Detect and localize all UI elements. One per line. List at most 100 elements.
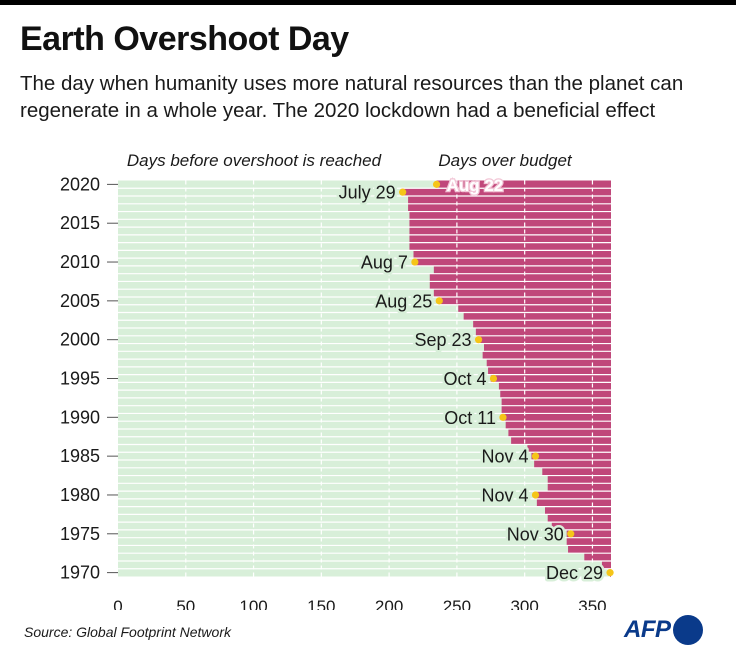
annotation-label-2000: Sep 23 [415,330,472,350]
annotation-label-2010: Aug 7 [361,253,408,273]
over-budget-bar-1993 [500,390,611,399]
y-tick-label-1970: 1970 [60,563,100,583]
legend-days-over: Days over budget [438,151,573,170]
over-budget-bar-1987 [511,436,611,445]
source-note: Source: Global Footprint Network [24,624,231,640]
annotation-label-1970: Dec 29 [546,563,603,583]
subtitle-line-2: regenerate in a whole year. The 2020 loc… [20,99,656,122]
over-budget-bar-2000 [478,335,611,344]
over-budget-bar-2001 [475,328,611,337]
afp-logo-text: AFP [624,616,671,643]
marker-dot-2005 [435,297,443,305]
subtitle-line-1: The day when humanity uses more natural … [20,72,684,95]
over-budget-bar-1998 [482,351,611,360]
over-budget-bar-1981 [547,483,611,492]
y-tick-label-2000: 2000 [60,330,100,350]
y-tick-label-1980: 1980 [60,485,100,505]
x-tick-label-50: 50 [176,597,195,610]
x-tick-label-0: 0 [113,597,122,610]
y-tick-label-1985: 1985 [60,446,100,466]
y-tick-label-2005: 2005 [60,291,100,311]
y-tick-label-1990: 1990 [60,407,100,427]
y-tick-label-2015: 2015 [60,213,100,233]
over-budget-bar-1975 [566,529,611,538]
overshoot-chart: 0 50 100 150 200 250 300 350 2020 2015 2010 2005 200… [60,151,614,610]
over-budget-bar-2005 [440,296,611,306]
over-budget-bar-1974 [566,537,611,546]
marker-dot-2010 [411,258,419,266]
over-budget-bar-1989 [505,421,611,430]
marker-dot-1995 [489,374,498,383]
over-budget-bar-2013 [409,234,611,243]
annotation-label-1980: Nov 4 [481,485,528,505]
over-budget-bar-2015 [409,219,611,228]
over-budget-bar-2002 [473,320,611,329]
over-budget-bar-1980 [534,491,611,500]
over-budget-bar-1991 [501,405,611,414]
chart-title: Earth Overshoot Day [20,20,349,58]
y-tick-label-2010: 2010 [60,252,100,272]
over-budget-bar-1973 [568,545,611,554]
over-budget-bar-1985 [531,452,611,461]
over-budget-bar-1999 [484,343,611,352]
over-budget-bar-1990 [502,413,611,422]
annotation-label-2005: Aug 25 [375,291,432,311]
over-budget-bar-1988 [508,428,611,438]
over-budget-bar-2019 [402,188,611,197]
x-tick-label-200: 200 [375,597,403,610]
over-budget-bar-1971 [601,560,611,570]
afp-logo-dot-icon [672,615,703,645]
marker-dot-2019 [399,188,407,196]
over-budget-bar-2010 [413,258,611,267]
over-budget-bar-1976 [551,522,611,531]
over-budget-bar-2012 [409,242,611,251]
over-budget-bar-1994 [498,382,611,391]
legend-days-before: Days before overshoot is reached [127,151,382,170]
x-tick-label-150: 150 [307,597,335,610]
over-budget-bar-2007 [429,281,611,290]
over-budget-bar-2003 [463,312,611,321]
annotation-label-1995: Oct 4 [443,369,486,389]
y-tick-label-2020: 2020 [60,174,100,194]
over-budget-bar-1997 [486,359,611,368]
x-tick-label-300: 300 [510,597,538,610]
top-rule [0,0,736,5]
over-budget-bar-1977 [547,514,611,523]
over-budget-bar-1992 [501,397,611,406]
annotation-label-1985: Nov 4 [481,447,528,467]
over-budget-bar-1982 [547,475,611,484]
annotation-label-2020: Aug 22 [447,176,504,195]
over-budget-bar-2020 [436,180,611,189]
marker-dot-2020 [432,180,441,188]
over-budget-bar-1995 [490,374,611,383]
over-budget-bar-1978 [545,506,611,515]
y-tick-label-1995: 1995 [60,369,100,389]
over-budget-bar-1986 [527,444,611,453]
over-budget-bar-2006 [433,289,611,298]
over-budget-bar-2018 [408,196,611,205]
over-budget-bar-1972 [584,553,611,562]
over-budget-bar-2011 [413,250,611,259]
over-budget-bar-2008 [429,273,611,282]
marker-dot-1975 [567,530,575,538]
y-tick-label-1975: 1975 [60,524,100,544]
over-budget-bar-2014 [409,227,611,236]
marker-dot-2000 [474,336,483,344]
over-budget-bar-2004 [458,304,611,313]
marker-dot-1980 [531,491,540,499]
annotation-label-2019: July 29 [339,183,396,203]
annotation-label-1975: Nov 30 [507,524,564,544]
afp-logo: AFP [624,615,703,645]
over-budget-bar-1979 [536,498,611,507]
over-budget-bar-2016 [409,211,611,220]
x-tick-label-250: 250 [443,597,471,610]
annotation-label-1990: Oct 11 [444,408,496,428]
x-tick-label-100: 100 [239,597,267,610]
over-budget-bar-2009 [433,265,611,274]
chart-subtitle: The day when humanity uses more natural … [20,70,720,124]
over-budget-bar-1984 [534,460,611,469]
x-tick-label-350: 350 [578,597,606,610]
marker-dot-1985 [531,452,540,460]
marker-dot-1970 [606,569,614,577]
marker-dot-1990 [499,413,507,421]
